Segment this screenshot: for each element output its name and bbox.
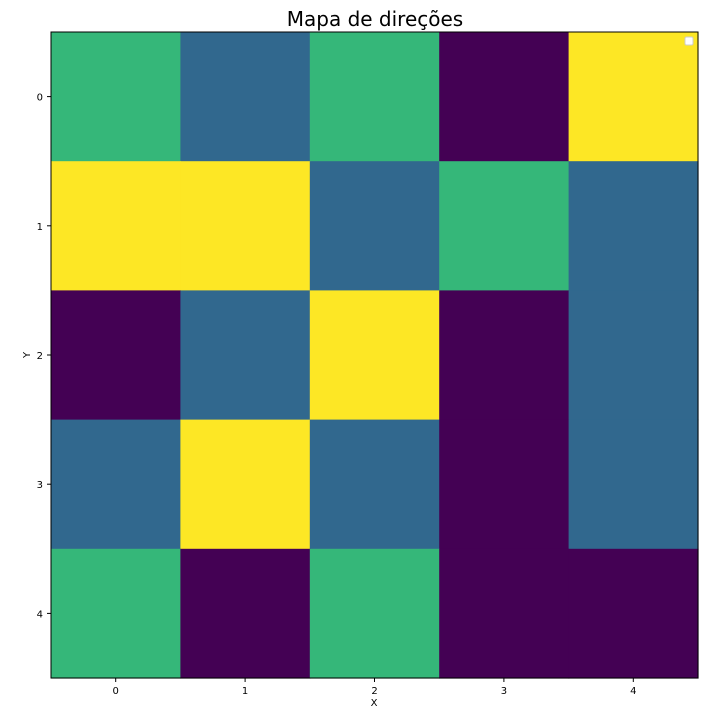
heatmap-cell-r1-c2	[309, 161, 440, 291]
x-tick-label: 4	[630, 686, 636, 697]
heatmap-cells	[51, 32, 699, 679]
heatmap-cell-r3-c0	[51, 419, 181, 550]
heatmap-cell-r0-c0	[51, 32, 181, 162]
heatmap-cell-r0-c3	[439, 32, 570, 162]
heatmap-cell-r4-c4	[568, 548, 699, 679]
x-tick-label: 2	[371, 686, 377, 697]
heatmap-cell-r0-c2	[309, 32, 440, 162]
heatmap-cell-r2-c1	[180, 290, 311, 421]
heatmap-cell-r4-c0	[51, 548, 181, 679]
x-tick-label: 0	[113, 686, 119, 697]
heatmap-cell-r3-c1	[180, 419, 311, 550]
y-tick-label: 3	[37, 480, 43, 491]
chart-title: Mapa de direções	[287, 7, 463, 31]
heatmap-cell-r1-c1	[180, 161, 311, 291]
heatmap-cell-r0-c4	[568, 32, 699, 162]
heatmap-cell-r0-c1	[180, 32, 311, 162]
legend-box	[684, 36, 694, 46]
heatmap-cell-r4-c1	[180, 548, 311, 679]
heatmap-cell-r2-c0	[51, 290, 181, 421]
x-tick-label: 1	[242, 686, 248, 697]
heatmap-cell-r3-c2	[309, 419, 440, 550]
heatmap-cell-r1-c3	[439, 161, 570, 291]
heatmap-cell-r4-c2	[309, 548, 440, 679]
heatmap-cell-r1-c4	[568, 161, 699, 291]
y-axis-ticks: 0 1 2 3 4	[37, 93, 51, 620]
heatmap-cell-r1-c0	[51, 161, 181, 291]
heatmap-cell-r2-c2	[309, 290, 440, 421]
x-axis-label: X	[371, 698, 378, 709]
x-tick-label: 3	[501, 686, 507, 697]
y-tick-label: 2	[37, 351, 43, 362]
heatmap-cell-r2-c3	[439, 290, 570, 421]
y-tick-label: 0	[37, 93, 43, 104]
heatmap-cell-r3-c3	[439, 419, 570, 550]
heatmap-cell-r3-c4	[568, 419, 699, 550]
heatmap-cell-r2-c4	[568, 290, 699, 421]
y-tick-label: 1	[37, 222, 43, 233]
y-tick-label: 4	[37, 609, 43, 620]
heatmap-cell-r4-c3	[439, 548, 570, 679]
y-axis-label: Y	[22, 351, 33, 359]
x-axis-ticks: 0 1 2 3 4	[113, 678, 636, 697]
